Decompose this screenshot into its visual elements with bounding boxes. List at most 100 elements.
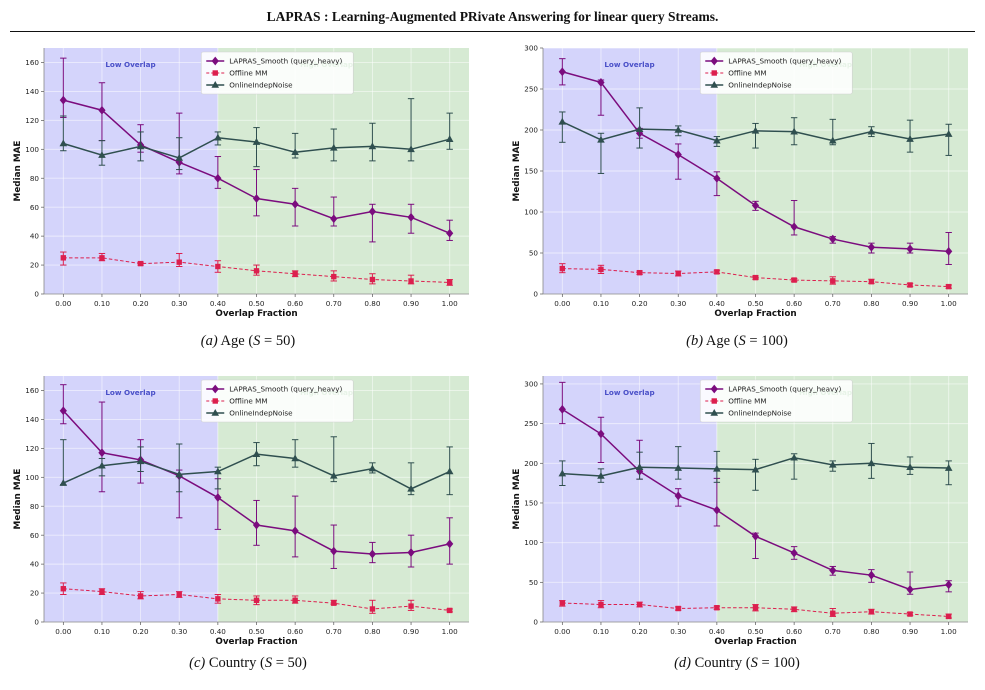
offline-mm-point	[446, 279, 453, 286]
lapras-point	[446, 539, 454, 549]
online-indep-noise-point	[906, 135, 914, 142]
legend-label: Offline MM	[728, 397, 766, 406]
online-indep-noise-point	[558, 469, 567, 477]
offline-mm-point	[176, 259, 182, 265]
online-indep-noise-point	[136, 142, 145, 150]
offline-mm-point	[99, 588, 105, 595]
online-indep-noise-point	[828, 460, 837, 468]
offline-mm-series	[60, 251, 453, 286]
y-tick-label: 120	[25, 116, 39, 125]
y-tick-label: 250	[524, 419, 538, 428]
x-axis-label: Overlap Fraction	[714, 309, 796, 319]
online-indep-noise-point	[944, 464, 953, 471]
lapras-point	[751, 531, 760, 541]
online-indep-noise-point	[175, 470, 184, 478]
chart-age-s100: Low OverlapHigh Overlap05010015020025030…	[512, 44, 968, 319]
offline-mm-point	[868, 279, 875, 285]
online-indep-noise-series	[558, 442, 953, 491]
offline-mm-point	[907, 611, 913, 617]
online-indep-noise-point	[445, 135, 454, 142]
legend-label: LAPRAS_Smooth (query_heavy)	[229, 385, 342, 394]
legend-marker	[710, 409, 719, 416]
online-indep-noise-point	[674, 126, 683, 133]
offline-mm-line	[562, 268, 949, 288]
legend: LAPRAS_Smooth (query_heavy) Offline MM Onl…	[699, 379, 853, 423]
offline-mm-point	[446, 607, 453, 614]
offline-mm-series	[60, 582, 453, 614]
y-axis-label: Median MAE	[512, 469, 522, 530]
lapras-point	[558, 404, 566, 414]
lapras-point	[945, 246, 953, 256]
caption-eq: = 100)	[745, 333, 788, 349]
x-tick-label: 0.10	[593, 627, 609, 636]
online-indep-noise-point	[98, 461, 106, 469]
lapras-point	[446, 228, 454, 238]
online-indep-noise-point	[867, 459, 876, 467]
lapras-point	[214, 173, 222, 183]
caption-symbol: S	[750, 655, 758, 671]
online-indep-noise-point	[674, 464, 683, 471]
legend-box	[699, 51, 853, 95]
lapras-point	[59, 406, 67, 416]
x-tick-label: 1.00	[941, 627, 957, 636]
online-indep-noise-point	[944, 130, 953, 137]
low-overlap-region	[44, 48, 218, 294]
y-tick-label: 100	[524, 208, 538, 217]
caption-b: (b) Age (S = 100)	[497, 333, 977, 350]
offline-mm-point	[675, 605, 681, 612]
x-tick-label: 0.90	[403, 299, 419, 308]
lapras-point	[407, 212, 415, 222]
offline-mm-point	[559, 600, 566, 606]
y-tick-label: 250	[524, 85, 538, 94]
lapras-point	[829, 234, 837, 244]
legend-label: Offline MM	[229, 397, 267, 406]
offline-mm-point	[752, 605, 759, 611]
legend-marker	[711, 398, 717, 404]
legend: LAPRAS_Smooth (query_heavy) Offline MM Onl…	[200, 51, 354, 95]
offline-mm-point	[253, 268, 260, 274]
y-tick-label: 300	[524, 44, 538, 53]
x-tick-label: 0.30	[670, 627, 686, 636]
offline-mm-point	[830, 278, 836, 284]
online-indep-noise-point	[136, 457, 145, 465]
caption-eq: = 100)	[757, 655, 800, 671]
online-indep-noise-point	[635, 125, 644, 132]
online-indep-noise-series	[59, 436, 454, 496]
offline-mm-series	[559, 600, 952, 620]
offline-mm-series	[559, 263, 952, 290]
x-tick-label: 0.30	[171, 627, 187, 636]
legend-marker	[710, 56, 718, 66]
online-indep-noise-point	[445, 467, 454, 475]
legend-label: LAPRAS_Smooth (query_heavy)	[728, 385, 841, 394]
y-tick-label: 120	[25, 444, 39, 453]
region-label: Low Overlap	[604, 388, 654, 397]
offline-mm-point	[137, 260, 144, 267]
chart-country-s100: Low OverlapHigh Overlap05010015020025030…	[512, 376, 968, 647]
x-tick-label: 0.10	[94, 299, 110, 308]
lapras-point	[906, 585, 914, 594]
lapras-series	[59, 57, 454, 243]
lapras-point	[790, 222, 798, 232]
legend-label: LAPRAS_Smooth (query_heavy)	[728, 57, 841, 66]
offline-mm-point	[636, 601, 643, 608]
x-axis-label: Overlap Fraction	[215, 309, 297, 319]
lapras-point	[829, 566, 837, 575]
offline-mm-point	[60, 586, 67, 592]
caption-text: Country (	[694, 655, 751, 671]
lapras-point	[790, 548, 798, 558]
legend-box	[200, 51, 354, 95]
x-tick-label: 0.00	[55, 627, 71, 636]
legend-marker	[711, 70, 717, 76]
offline-mm-point	[636, 269, 643, 276]
legend-label: OnlineIndepNoise	[728, 409, 792, 418]
y-tick-label: 0	[34, 618, 39, 627]
offline-mm-point	[99, 255, 105, 261]
caption-symbol: S	[264, 655, 273, 671]
offline-mm-point	[408, 603, 414, 609]
online-indep-noise-point	[214, 467, 222, 475]
x-tick-label: 0.30	[171, 299, 187, 308]
caption-tag: (b)	[686, 333, 704, 349]
y-tick-label: 60	[30, 203, 40, 212]
x-tick-label: 0.40	[210, 299, 226, 308]
offline-mm-point	[945, 283, 952, 290]
